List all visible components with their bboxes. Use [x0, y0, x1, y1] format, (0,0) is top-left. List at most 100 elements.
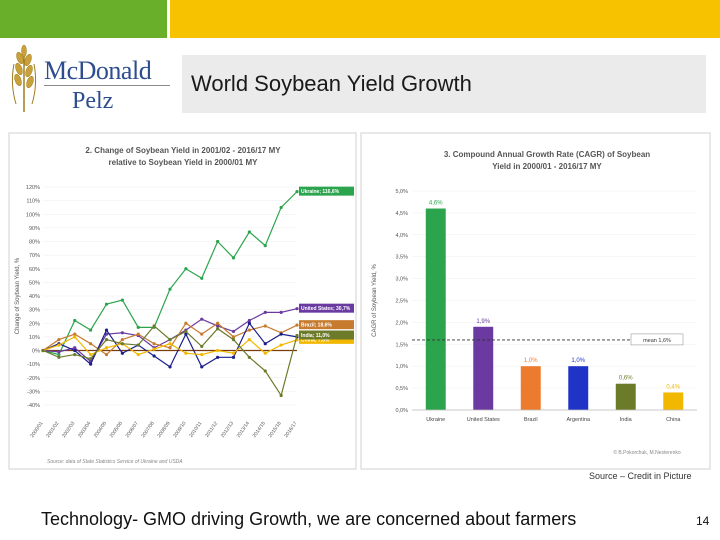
line-series-point — [200, 344, 204, 349]
line-series-point — [279, 332, 283, 336]
line-series-point — [136, 352, 140, 357]
line-series-point — [57, 343, 61, 347]
line-series-point — [247, 355, 251, 359]
line-series-point — [231, 335, 236, 339]
bar-chart-y-tick-label: 3,0% — [395, 277, 408, 283]
line-series-point — [184, 267, 188, 271]
line-series-point — [231, 355, 236, 359]
line-series-point — [136, 332, 140, 336]
line-series-point — [247, 321, 251, 325]
bar-category-label: Brazil — [524, 417, 538, 423]
line-series-point — [104, 346, 109, 350]
bar-chart-title: 3. Compound Annual Growth Rate (CAGR) of… — [444, 150, 650, 159]
line-chart-y-tick-label: 60% — [29, 267, 40, 273]
line-series-point — [104, 302, 109, 306]
line-series-label-box — [299, 320, 354, 330]
line-series-point — [73, 348, 77, 353]
line-chart-y-tick-label: -40% — [27, 403, 40, 409]
line-series-point — [89, 352, 93, 357]
bar-chart-credit: © B.Pokorchuk, M.Nesterenko — [613, 449, 681, 456]
line-chart-y-axis-label: Change of Soybean Yield, % — [15, 257, 21, 334]
line-series-point — [263, 342, 267, 346]
line-series-point — [231, 329, 236, 334]
line-series-point — [168, 338, 172, 342]
line-series-point — [295, 307, 299, 311]
bar-chart-y-tick-label: 0,0% — [395, 408, 408, 414]
line-series-point — [89, 328, 93, 332]
line-series-point — [216, 355, 220, 359]
line-series-point — [57, 338, 61, 342]
line-series-point — [295, 333, 299, 338]
line-chart-y-tick-label: 20% — [29, 321, 40, 327]
line-series-label-box — [299, 186, 354, 196]
line-series-point — [120, 342, 124, 346]
wheat-icon — [11, 44, 37, 112]
line-series-end-label: United States; 30,7% — [301, 306, 351, 312]
line-chart-y-tick-label: 30% — [29, 308, 40, 314]
bar-chart-y-tick-label: 0,5% — [395, 386, 408, 392]
bar-chart-y-tick-label: 4,0% — [395, 233, 408, 239]
line-series-point — [152, 342, 156, 346]
line-series-end-label: Ukraine; 116,6% — [301, 189, 340, 195]
page-number: 14 — [696, 514, 710, 528]
brand-name-line1: McDonald — [44, 56, 152, 85]
bar-value-label: 4,6% — [429, 201, 443, 207]
line-series-point — [263, 310, 267, 314]
bar-chart-frame — [360, 132, 711, 470]
charts-figure: 2. Change of Soybean Yield in 2001/02 - … — [7, 131, 712, 471]
brand-name-line2: Pelz — [72, 88, 114, 114]
line-series-point — [73, 352, 77, 357]
bar-0 — [425, 208, 446, 410]
line-series-point — [120, 338, 124, 342]
line-series-point — [216, 239, 220, 244]
line-series-point — [57, 350, 61, 354]
line-series-point — [73, 346, 77, 350]
line-series-point — [216, 324, 220, 328]
bar-chart-mean-label-box — [630, 333, 684, 346]
line-series-point — [247, 338, 251, 342]
line-series-point — [57, 352, 61, 357]
line-series-end-label: China; 7,8% — [301, 337, 330, 343]
line-series-point — [136, 325, 140, 329]
line-series-point — [120, 351, 124, 355]
line-series-point — [279, 205, 283, 210]
line-series-label-box — [299, 303, 354, 313]
brand-divider — [44, 85, 170, 86]
bar-category-label: India — [620, 417, 633, 423]
line-series-point — [104, 332, 109, 336]
line-series-point — [168, 287, 172, 291]
bar-category-label: China — [666, 417, 681, 423]
line-series-point — [89, 357, 93, 361]
line-series-end-label: India; 11,0% — [301, 333, 330, 339]
line-chart-y-tick-label: -20% — [27, 376, 40, 382]
line-series-point — [73, 318, 77, 323]
bar-4 — [615, 383, 636, 410]
bar-chart-y-tick-label: 4,5% — [395, 211, 408, 217]
line-series-point — [200, 317, 204, 321]
line-series-point — [104, 338, 109, 342]
line-series-point — [231, 351, 236, 355]
line-series-point — [168, 365, 172, 369]
bar-chart-y-tick-label: 5,0% — [395, 189, 408, 195]
bar-chart-y-tick-label: 1,5% — [395, 342, 408, 348]
line-chart-y-tick-label: 40% — [29, 294, 40, 300]
bar-category-label: Argentina — [566, 417, 590, 423]
line-chart-title: 2. Change of Soybean Yield in 2001/02 - … — [85, 146, 281, 155]
line-chart-y-tick-label: 0% — [32, 349, 40, 355]
footer-tagline: Technology- GMO driving Growth, we are c… — [41, 509, 577, 529]
line-series-point — [184, 332, 188, 336]
line-series-point — [216, 348, 220, 353]
line-series-point — [200, 352, 204, 357]
bar-chart-y-axis-label: CAGR of Soybean Yield, % — [372, 263, 378, 336]
top-green-bar — [0, 0, 167, 38]
line-series-point — [89, 342, 93, 346]
line-chart-y-tick-label: 80% — [29, 240, 40, 246]
line-series-point — [104, 328, 109, 332]
line-series-label-box — [299, 330, 354, 340]
line-series-point — [184, 329, 188, 334]
line-series-point — [295, 323, 299, 327]
line-series-point — [279, 310, 283, 314]
line-series-point — [73, 335, 77, 339]
line-series-point — [231, 338, 236, 342]
line-series-point — [168, 342, 172, 346]
